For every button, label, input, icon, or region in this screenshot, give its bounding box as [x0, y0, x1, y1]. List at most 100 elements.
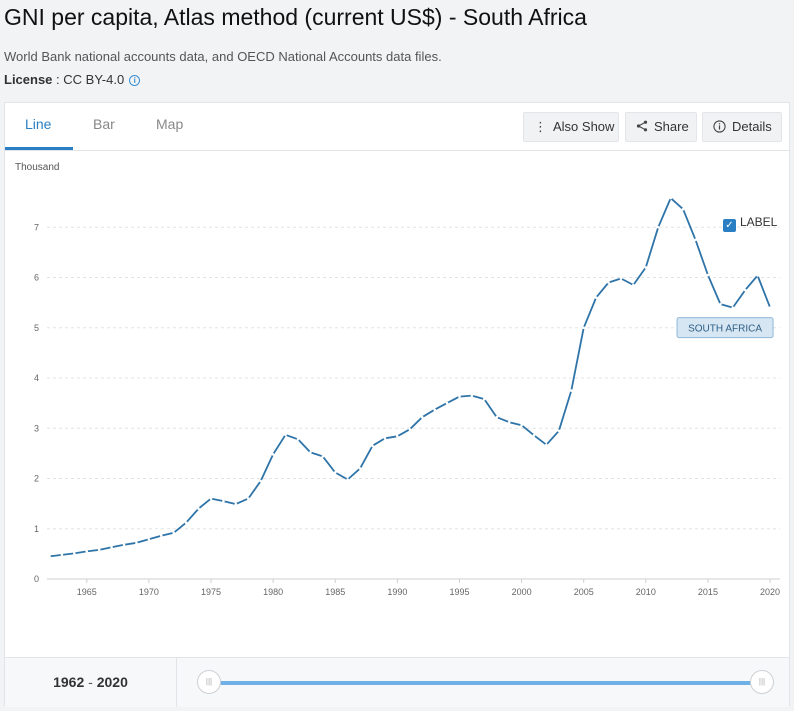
- x-tick-label: 1980: [263, 587, 283, 597]
- data-point: [569, 389, 573, 392]
- line-chart: Thousand 0 1 2 3 4 5 6 7 1965 1970 1975 1980 1985 1990…: [15, 162, 780, 597]
- data-point: [73, 552, 76, 555]
- x-tick-label: 1995: [449, 587, 469, 597]
- data-point: [582, 326, 586, 330]
- data-point: [48, 555, 51, 558]
- data-point: [172, 531, 176, 535]
- details-label: Details: [732, 119, 772, 134]
- active-tab-indicator: [5, 147, 73, 150]
- data-point: [371, 444, 374, 448]
- info-circle-icon: [713, 113, 726, 141]
- data-point: [483, 397, 486, 401]
- tab-line[interactable]: Line: [25, 116, 52, 132]
- data-point: [97, 548, 101, 552]
- also-show-label: Also Show: [553, 119, 615, 134]
- data-point: [321, 455, 325, 458]
- data-point: [222, 499, 225, 503]
- share-icon: [636, 113, 648, 141]
- data-point: [159, 534, 163, 538]
- data-point: [259, 479, 262, 483]
- x-tick-label: 1970: [139, 587, 159, 597]
- data-point: [644, 266, 648, 269]
- y-tick-label: 6: [34, 273, 39, 283]
- series-label: SOUTH AFRICA: [688, 324, 762, 335]
- data-point: [184, 521, 188, 525]
- data-point: [619, 277, 623, 280]
- data-point: [420, 415, 424, 419]
- data-point: [346, 478, 349, 481]
- data-point: [520, 423, 523, 427]
- data-point: [333, 471, 337, 474]
- range-footer: 1962 - 2020 ||| |||: [5, 657, 789, 707]
- share-button[interactable]: Share: [625, 112, 697, 142]
- chart-card: Line Bar Map ⋮ Also Show Share Details Th…: [4, 102, 790, 707]
- data-point: [85, 550, 89, 553]
- range-slider-track[interactable]: [212, 681, 763, 685]
- x-tick-label: 2000: [512, 587, 532, 597]
- range-handle-start[interactable]: |||: [197, 670, 221, 694]
- data-point: [60, 553, 64, 557]
- data-point: [358, 467, 362, 470]
- data-point: [545, 443, 548, 447]
- data-point: [135, 541, 138, 545]
- data-point: [743, 288, 747, 292]
- range-start: 1962: [53, 674, 85, 690]
- series-line: [49, 197, 771, 558]
- range-separator: -: [84, 674, 97, 690]
- x-tick-label: 1975: [201, 587, 221, 597]
- x-tick-label: 2010: [636, 587, 656, 597]
- data-point: [495, 415, 499, 419]
- data-point: [470, 394, 474, 397]
- data-point: [507, 420, 511, 424]
- also-show-button[interactable]: ⋮ Also Show: [523, 112, 619, 142]
- x-tick-label: 1985: [325, 587, 345, 597]
- data-point: [656, 225, 660, 229]
- label-toggle-text: LABEL: [740, 215, 778, 229]
- data-point: [234, 502, 238, 506]
- y-tick-label: 0: [34, 574, 39, 584]
- checkbox-checked-icon[interactable]: ✓: [723, 219, 736, 232]
- details-button[interactable]: Details: [702, 112, 782, 142]
- data-point: [296, 438, 300, 441]
- data-point: [309, 451, 312, 454]
- range-handle-end[interactable]: |||: [750, 670, 774, 694]
- tab-map[interactable]: Map: [156, 116, 184, 132]
- license-label: License: [4, 72, 53, 87]
- y-tick-label: 2: [34, 474, 39, 484]
- info-icon[interactable]: i: [129, 75, 141, 86]
- data-point: [445, 401, 449, 405]
- data-point: [532, 433, 536, 437]
- x-tick-label: 2005: [574, 587, 594, 597]
- share-label: Share: [654, 119, 689, 134]
- y-axis-label: Thousand: [15, 162, 59, 173]
- data-point: [632, 283, 635, 287]
- data-point: [768, 306, 772, 309]
- data-point: [271, 453, 275, 456]
- data-point: [594, 296, 598, 299]
- data-point: [408, 427, 412, 431]
- data-point: [694, 238, 697, 242]
- data-point: [607, 281, 610, 284]
- data-point: [383, 437, 387, 440]
- data-point: [209, 497, 213, 500]
- y-tick-label: 5: [34, 323, 39, 333]
- y-tick-label: 4: [34, 373, 39, 383]
- license-line: License : CC BY-4.0 i: [4, 72, 141, 87]
- y-tick-label: 1: [34, 524, 39, 534]
- x-tick-label: 1965: [77, 587, 97, 597]
- y-tick-label: 7: [34, 222, 39, 232]
- data-point: [557, 429, 561, 433]
- data-point: [681, 207, 685, 211]
- license-value[interactable]: CC BY-4.0: [63, 72, 125, 87]
- data-point: [396, 434, 399, 438]
- tab-bar-chart[interactable]: Bar: [93, 116, 115, 132]
- data-point: [706, 273, 710, 277]
- data-point: [458, 395, 461, 398]
- x-tick-label: 2020: [760, 587, 780, 597]
- year-range-label: 1962 - 2020: [5, 658, 177, 707]
- series-label-box: [676, 317, 774, 339]
- data-point: [246, 497, 250, 500]
- page-title: GNI per capita, Atlas method (current US…: [4, 4, 587, 30]
- data-point: [122, 543, 126, 547]
- label-toggle[interactable]: ✓ LABEL: [723, 215, 777, 232]
